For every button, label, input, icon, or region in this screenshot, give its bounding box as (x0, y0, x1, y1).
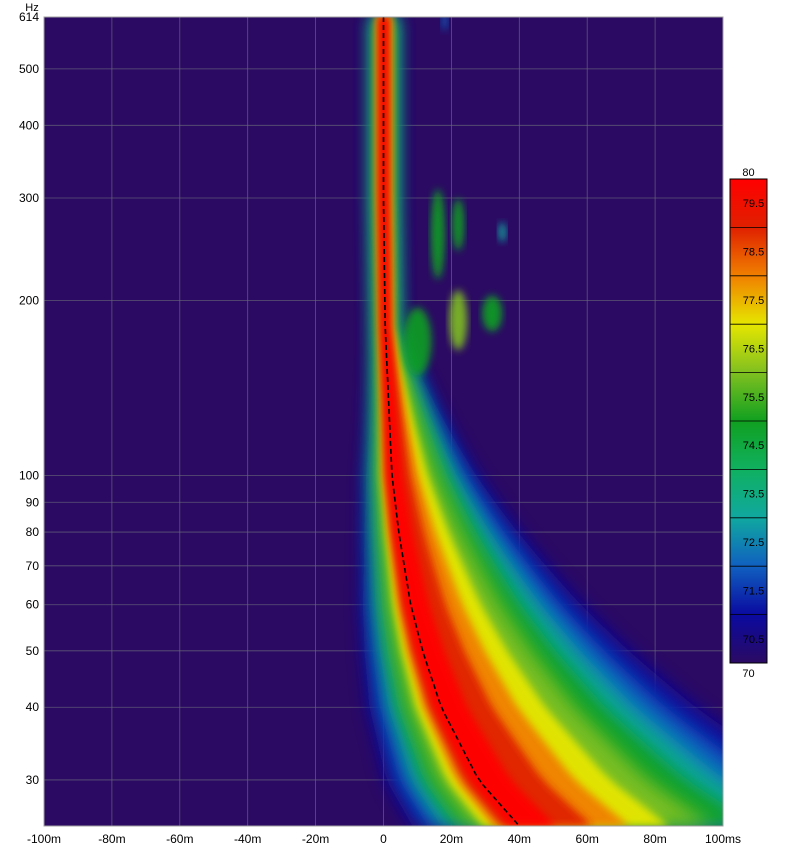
resonance-blob (452, 198, 465, 251)
colorbar-tick-label: 71.5 (743, 585, 764, 597)
colorbar-tick-label: 74.5 (743, 440, 764, 452)
x-tick-label: -40m (234, 832, 261, 846)
y-tick-label: 50 (26, 644, 40, 658)
colorbar-tick-label: 75.5 (743, 392, 764, 404)
colorbar-tick-label: 72.5 (743, 537, 764, 549)
colorbar: 79.5 78.5 77.5 76.5 75.5 74.5 73.5 72.5 71.5 70.5… (729, 167, 768, 680)
y-tick-label: 60 (26, 598, 40, 612)
y-tick-label: 300 (19, 191, 39, 205)
x-tick-label: 0 (380, 832, 387, 846)
y-tick-label: 90 (26, 495, 40, 509)
series-layer (362, 17, 723, 826)
y-tick-label: 614 (19, 10, 39, 24)
colorbar-tick-label: 78.5 (743, 247, 764, 259)
x-tick-label: 60m (576, 832, 599, 846)
x-tick-label: -100m (27, 832, 61, 846)
y-tick-label: 400 (19, 118, 39, 132)
x-tick-label: 40m (508, 832, 531, 846)
y-tick-label: 40 (26, 700, 40, 714)
energy-layer (379, 17, 556, 826)
y-tick-label: 200 (19, 293, 39, 307)
colorbar-tick-label: 73.5 (743, 489, 764, 501)
x-tick-label: -60m (166, 832, 193, 846)
y-tick-label: 30 (26, 773, 40, 787)
y-tick-label: 100 (19, 469, 39, 483)
resonance-blob (482, 295, 503, 332)
x-tick-label: 20m (440, 832, 463, 846)
axes: Hz -100m -80m -60m -40m -20m 0 20m 40m 60m 80m 100… (19, 2, 741, 846)
colorbar-tick-label: 76.5 (743, 343, 764, 355)
colorbar-min-label: 70 (742, 668, 754, 680)
energy-map (362, 17, 723, 826)
x-tick-label: -80m (98, 832, 125, 846)
colorbar-tick-label: 79.5 (743, 198, 764, 210)
x-tick-label: -20m (302, 832, 329, 846)
y-unit-label: Hz (25, 2, 38, 14)
x-tick-label: 100ms (705, 832, 741, 846)
plot-frame (43, 16, 724, 827)
resonance-blob (498, 222, 507, 243)
y-tick-label: 70 (26, 559, 40, 573)
colorbar-tick-label: 70.5 (743, 634, 764, 646)
resonance-blob (449, 290, 468, 351)
resonance-blob (403, 307, 432, 376)
y-tick-label: 80 (26, 525, 40, 539)
x-tick-label: 80m (643, 832, 666, 846)
resonance-blob (430, 189, 445, 280)
group-delay-line (382, 17, 520, 826)
colorbar-tick-label: 77.5 (743, 295, 764, 307)
resonance-blob (441, 17, 448, 31)
colorbar-max-label: 80 (742, 167, 754, 179)
y-tick-label: 500 (19, 62, 39, 76)
